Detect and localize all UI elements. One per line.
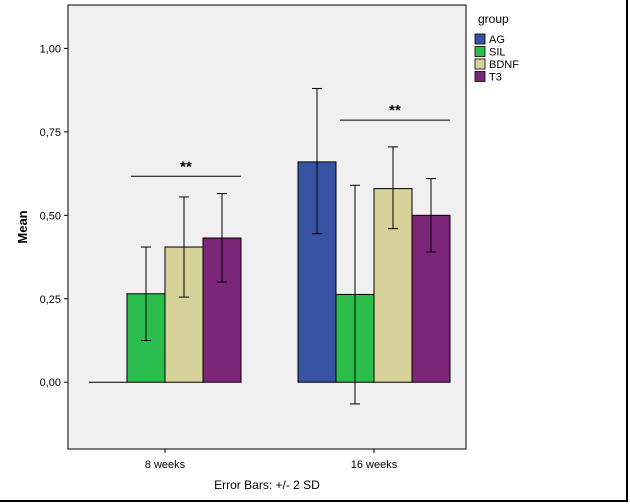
x-axis: 8 weeks 16 weeks (145, 449, 398, 471)
bar-bdnf-0 (164, 246, 204, 383)
y-tick-label: 0,25 (40, 294, 61, 306)
y-axis: 0,00 0,25 0,50 0,75 1,00 (40, 43, 68, 389)
legend-label-sil: SIL (489, 47, 506, 59)
legend-title: group (478, 12, 509, 26)
x-tick-label: 8 weeks (145, 459, 186, 471)
legend-label-bdnf: BDNF (489, 59, 519, 71)
bar-bdnf-1 (373, 188, 413, 383)
legend-swatch-ag (474, 33, 486, 45)
x-tick-label: 16 weeks (351, 459, 398, 471)
error-bar-bdnf-1 (388, 146, 398, 230)
significance-marker: ** (389, 102, 401, 119)
y-tick-label: 0,75 (40, 127, 61, 139)
y-axis-label: Mean (15, 210, 30, 243)
y-tick-label: 0,50 (40, 210, 61, 222)
error-bar-ag-1 (312, 87, 322, 235)
significance-marker: ** (180, 158, 192, 175)
legend-swatch-bdnf (474, 58, 486, 70)
legend-swatch-sil (474, 46, 486, 57)
error-bars-note: Error Bars: +/- 2 SD (214, 478, 320, 492)
y-tick-label: 0,00 (40, 377, 61, 389)
error-bar-t3-1 (426, 178, 436, 253)
error-bar-t3-0 (217, 193, 227, 283)
y-tick-label: 1,00 (40, 43, 61, 55)
legend-label-ag: AG (489, 34, 505, 46)
significance-annotations: ** ** (131, 102, 450, 177)
error-bar-sil-1 (350, 184, 360, 405)
error-bar-bdnf-0 (179, 196, 189, 298)
legend-swatch-t3 (474, 71, 486, 82)
error-bar-sil-0 (141, 246, 151, 342)
legend-label-t3: T3 (489, 72, 502, 84)
error-bars (141, 87, 436, 405)
